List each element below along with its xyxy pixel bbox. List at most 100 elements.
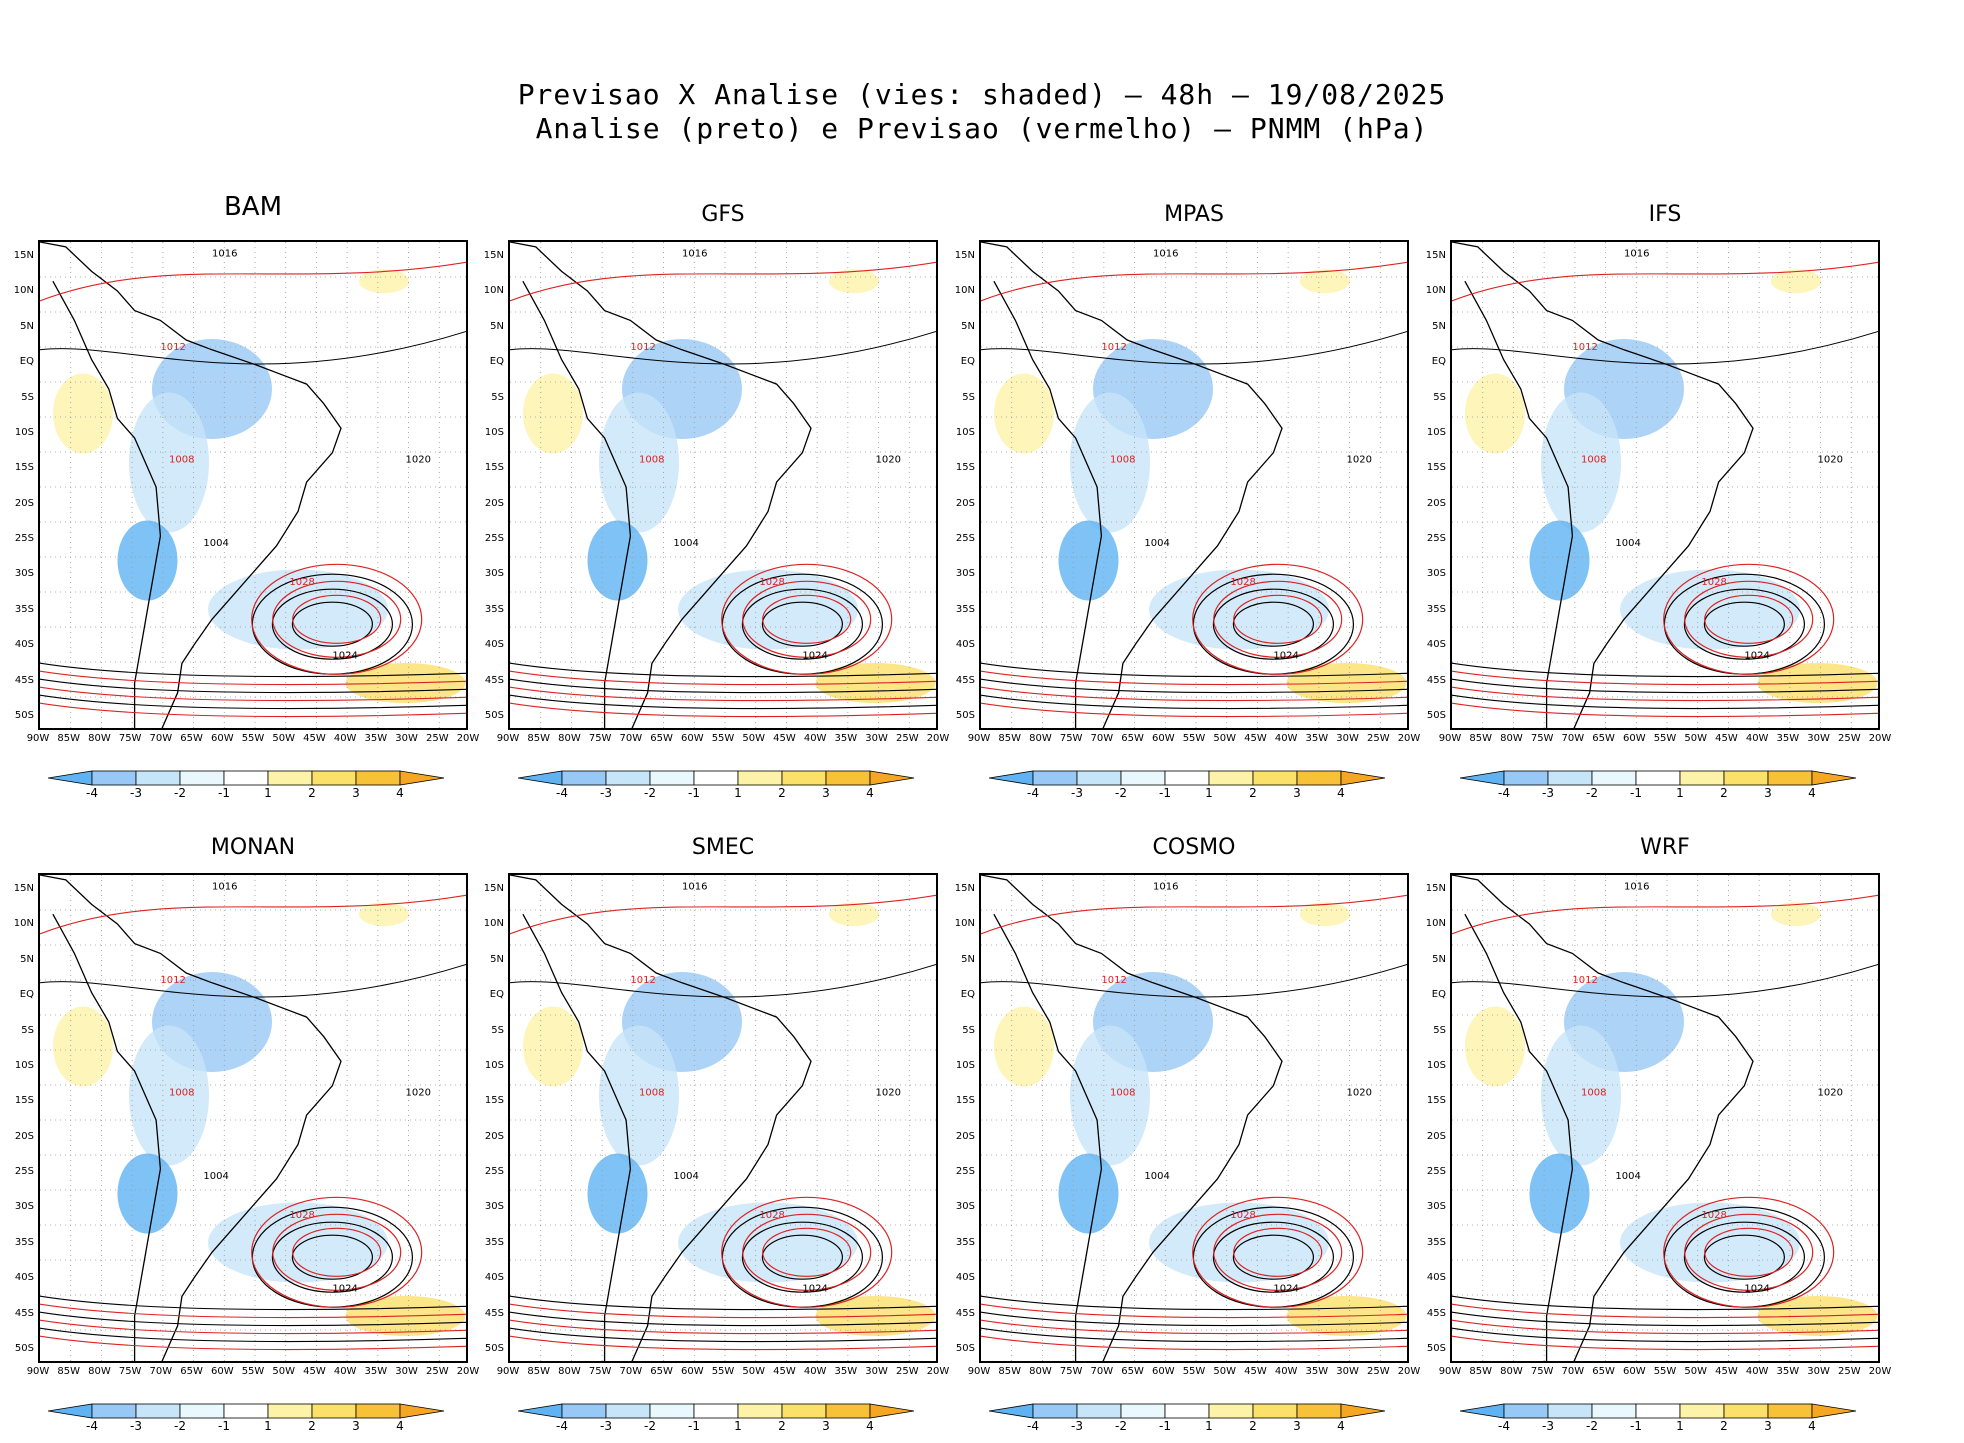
- forecast-isobar: [1663, 563, 1835, 675]
- lat-tick-label: 30S: [14, 568, 34, 580]
- lon-tick-label: 45W: [773, 733, 796, 744]
- colorbar-bin: [1547, 1403, 1593, 1419]
- lon-tick-label: 50W: [1213, 1366, 1237, 1377]
- colorbar-label: 3: [822, 786, 830, 800]
- colorbar-label: 4: [1337, 1419, 1345, 1433]
- bias-shading-1: [129, 392, 209, 533]
- figure-title-line1: Previsao X Analise (vies: shaded) – 48h …: [517, 78, 1447, 111]
- lon-tick-label: 75W: [1530, 1366, 1554, 1377]
- colorbar-bin: [91, 770, 137, 786]
- analysis-isobar: [271, 588, 393, 660]
- panel-ifs: IFS 1016 1012 1020 1028 1024 1008 1004 15N 10N 5N E…: [1426, 202, 1920, 800]
- lat-tick-label: 10N: [483, 918, 504, 930]
- lon-tick-label: 60W: [680, 733, 704, 744]
- colorbar-label: -2: [174, 1419, 186, 1433]
- forecast-isobar: [40, 894, 466, 935]
- colorbar-bin: [1635, 770, 1681, 786]
- lat-tick-label: 45S: [955, 674, 975, 686]
- isobar-label: 1004: [1615, 538, 1640, 549]
- bias-shading-3: [587, 1153, 648, 1234]
- isobar-label: 1008: [1581, 1088, 1606, 1099]
- southern-isobar: [1452, 678, 1878, 694]
- lon-tick-label: 75W: [118, 1366, 142, 1377]
- colorbar-label: 1: [1676, 1419, 1684, 1433]
- colorbar-svg: [518, 770, 915, 786]
- colorbar-bin: [1723, 1403, 1769, 1419]
- isobar-label: 1012: [630, 975, 655, 986]
- lon-tick-label: 35W: [1776, 1366, 1800, 1377]
- colorbar-bin: [91, 1403, 137, 1419]
- lat-tick-label: 15S: [14, 462, 34, 474]
- southern-isobar: [510, 670, 936, 686]
- southern-isobar: [981, 702, 1407, 718]
- bias-shading-1: [1541, 1025, 1621, 1166]
- lat-tick-label: 15N: [1425, 250, 1446, 261]
- colorbar-label: -2: [1115, 786, 1127, 800]
- analysis-isobar: [1703, 601, 1785, 647]
- colorbar-svg: [1460, 1403, 1857, 1419]
- forecast-isobar: [1704, 594, 1794, 644]
- forecast-isobar: [251, 563, 423, 675]
- lat-tick-label: 30S: [484, 568, 504, 580]
- colorbar-bin: [869, 1403, 915, 1419]
- lat-tick-label: 30S: [14, 1201, 34, 1213]
- panel-title: GFS: [701, 202, 745, 227]
- lon-tick-label: 55W: [241, 733, 265, 744]
- colorbar-label: 4: [396, 786, 404, 800]
- colorbar-bin: [399, 770, 445, 786]
- lat-tick-label: 10S: [1426, 426, 1446, 438]
- lon-tick-label: 45W: [1715, 1366, 1738, 1377]
- lat-tick-label: EQ: [1431, 989, 1446, 1001]
- colorbar-label: 4: [866, 1419, 874, 1433]
- southern-isobar: [510, 1311, 936, 1327]
- colorbar-bin: [355, 1403, 401, 1419]
- analysis-isobar: [1232, 1234, 1314, 1280]
- colorbar-bin: [1164, 1403, 1210, 1419]
- southern-isobar: [981, 1303, 1407, 1319]
- lon-tick-label: 40W: [803, 1366, 827, 1377]
- analysis-isobar: [981, 330, 1407, 365]
- colorbar-label: 4: [396, 1419, 404, 1433]
- colorbar-label: 4: [1337, 786, 1345, 800]
- lat-tick-label: 10S: [1426, 1059, 1446, 1071]
- lat-tick-label: 5S: [1433, 391, 1446, 403]
- lat-tick-label: 25S: [14, 1166, 34, 1178]
- analysis-isobar: [741, 588, 863, 660]
- lon-tick-label: 35W: [364, 733, 388, 744]
- panel-title: COSMO: [1152, 835, 1236, 860]
- lon-tick-label: 30W: [395, 733, 418, 744]
- colorbar-bin: [1252, 770, 1298, 786]
- lat-tick-label: 20S: [955, 1130, 975, 1142]
- southern-isobar: [1452, 670, 1878, 686]
- colorbar-svg: [989, 770, 1386, 786]
- colorbar-bin: [1723, 770, 1769, 786]
- lon-tick-label: 60W: [1151, 733, 1175, 744]
- lat-tick-label: 15S: [14, 1095, 34, 1107]
- bias-shading-3: [117, 1153, 178, 1234]
- panel-bam: BAM 1016 1012 1020 1028 1024 1008 1004 15N 10N 5N E…: [14, 192, 508, 800]
- colorbar-bin: [825, 770, 871, 786]
- lat-tick-label: 50S: [1426, 710, 1446, 721]
- southern-isobar: [40, 1319, 466, 1335]
- isobar-label: 1008: [1110, 455, 1135, 466]
- colorbar-bin: [825, 1403, 871, 1419]
- lat-tick-label: 20S: [14, 497, 34, 509]
- lat-tick-label: 20S: [14, 1130, 34, 1142]
- southern-isobar: [40, 1327, 466, 1343]
- lon-tick-label: 25W: [1366, 733, 1390, 744]
- colorbar-svg: [48, 1403, 445, 1419]
- coastline: [1452, 875, 1754, 1361]
- colorbar-label: 4: [866, 786, 874, 800]
- colorbar-bin: [561, 770, 607, 786]
- colorbar-svg: [989, 1403, 1386, 1419]
- colorbar-label: 3: [1764, 1419, 1772, 1433]
- isobar-label: 1028: [1701, 1210, 1726, 1221]
- bias-shading-4: [994, 1006, 1054, 1087]
- lat-tick-label: 40S: [1426, 1272, 1446, 1284]
- colorbar-bin: [179, 1403, 225, 1419]
- lon-tick-label: 45W: [773, 1366, 796, 1377]
- lat-tick-label: 20S: [955, 497, 975, 509]
- lon-tick-label: 40W: [333, 1366, 357, 1377]
- lon-tick-label: 25W: [425, 1366, 449, 1377]
- lon-tick-label: 85W: [57, 733, 81, 744]
